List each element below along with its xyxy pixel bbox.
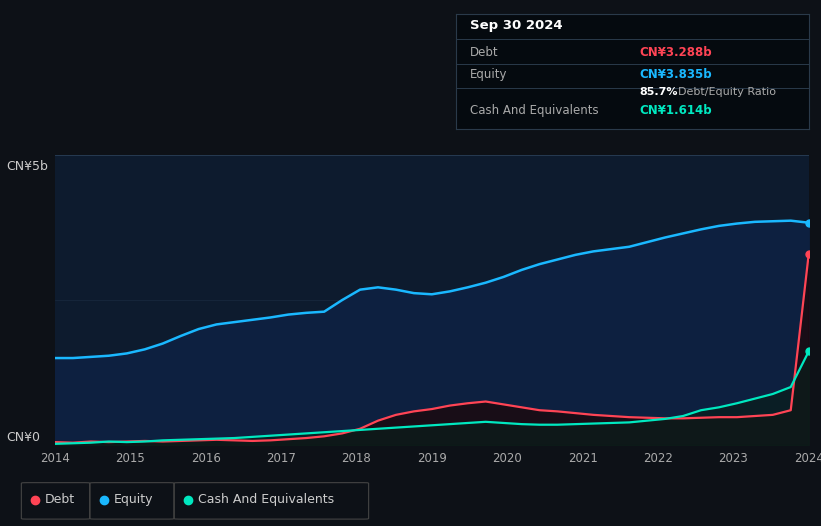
Text: CN¥3.288b: CN¥3.288b [640, 46, 712, 58]
Text: CN¥3.835b: CN¥3.835b [640, 68, 712, 82]
Text: Sep 30 2024: Sep 30 2024 [470, 19, 562, 32]
Text: CN¥0: CN¥0 [7, 431, 40, 444]
Text: 2022: 2022 [643, 452, 673, 466]
Text: Equity: Equity [113, 493, 153, 506]
Text: 2017: 2017 [266, 452, 296, 466]
Text: 2024: 2024 [794, 452, 821, 466]
Text: 2020: 2020 [493, 452, 522, 466]
Text: Debt: Debt [470, 46, 498, 58]
Text: Cash And Equivalents: Cash And Equivalents [198, 493, 334, 506]
Text: 2019: 2019 [417, 452, 447, 466]
Text: CN¥5b: CN¥5b [7, 160, 48, 174]
Text: 85.7%: 85.7% [640, 87, 677, 97]
Text: 2021: 2021 [567, 452, 598, 466]
Text: CN¥1.614b: CN¥1.614b [640, 104, 712, 117]
Text: 2016: 2016 [190, 452, 221, 466]
Text: 2014: 2014 [40, 452, 70, 466]
Text: Debt/Equity Ratio: Debt/Equity Ratio [678, 87, 776, 97]
Text: Equity: Equity [470, 68, 507, 82]
Text: Debt: Debt [45, 493, 75, 506]
Text: 2015: 2015 [116, 452, 145, 466]
Text: 2018: 2018 [342, 452, 371, 466]
Text: Cash And Equivalents: Cash And Equivalents [470, 104, 599, 117]
Text: 2023: 2023 [718, 452, 748, 466]
